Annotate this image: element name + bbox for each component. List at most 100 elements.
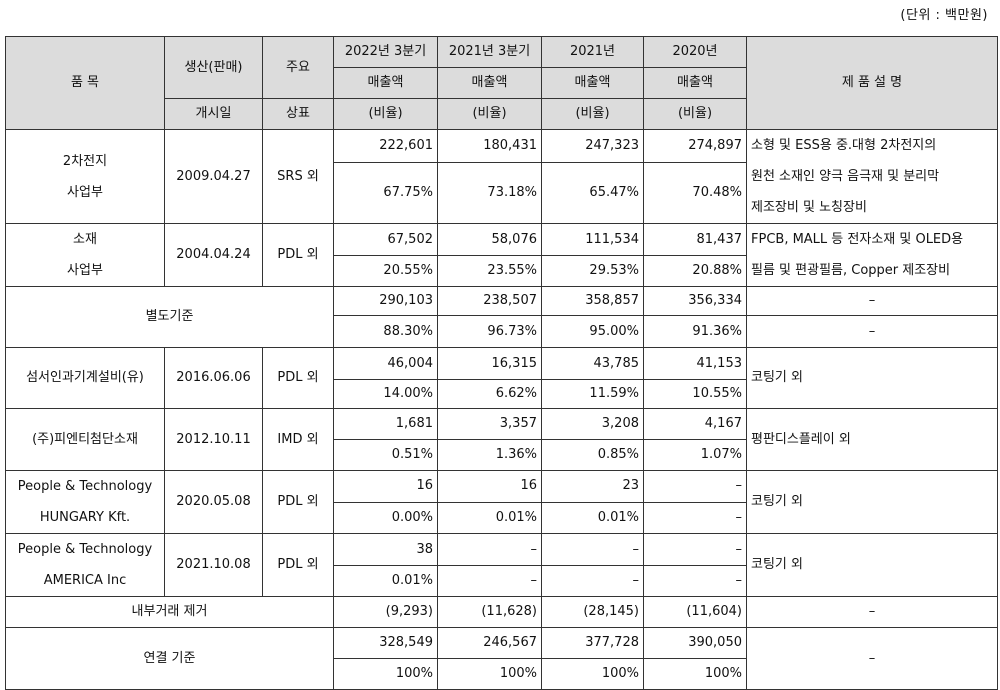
america-desc: 코팅기 외 bbox=[746, 533, 998, 597]
consolidated-ratio-2020: 100% bbox=[643, 658, 747, 690]
separate-name: 별도기준 bbox=[5, 286, 334, 348]
battery-sales-q3-2021: 180,431 bbox=[437, 129, 542, 163]
pnt-material-desc: 평판디스플레이 외 bbox=[746, 408, 998, 471]
table-row: 88.30% 96.73% 95.00% 91.36% – bbox=[6, 315, 998, 348]
header-2020-ratio: (비율) bbox=[643, 98, 747, 130]
seoin-brand: PDL 외 bbox=[262, 347, 334, 409]
america-ratio-q3-2021: – bbox=[437, 565, 542, 597]
table-row: People & Technology HUNGARY Kft. 2020.05… bbox=[5, 470, 998, 534]
seoin-ratio-2020: 10.55% bbox=[643, 379, 747, 409]
seoin-sales-q3-2022: 46,004 bbox=[333, 347, 438, 380]
battery-ratio-q3-2021: 73.18% bbox=[437, 162, 542, 224]
consolidated-ratio-2021: 100% bbox=[541, 658, 644, 690]
battery-name-line1: 2차전지 bbox=[62, 153, 108, 169]
pnt-material-ratio-2020: 1.07% bbox=[643, 439, 747, 471]
america-sales-q3-2022: 38 bbox=[333, 533, 438, 566]
internal-sales-2021: (28,145) bbox=[541, 596, 644, 628]
table-row: 67.75% 73.18% 65.47% 70.48% bbox=[6, 162, 998, 224]
table-row: 0.51% 1.36% 0.85% 1.07% bbox=[6, 439, 998, 471]
header-brand-top: 주요 bbox=[262, 36, 334, 99]
america-name-line2: AMERICA Inc bbox=[43, 573, 127, 588]
table-row: 별도기준 290,103 238,507 358,857 356,334 – bbox=[5, 286, 998, 348]
pnt-material-name: (주)피엔티첨단소재 bbox=[5, 408, 165, 471]
header-2021-ratio: (비율) bbox=[541, 98, 644, 130]
hungary-brand: PDL 외 bbox=[262, 470, 334, 534]
header-2020-period: 2020년 bbox=[643, 36, 747, 68]
battery-sales-2021: 247,323 bbox=[541, 129, 644, 163]
material-ratio-2020: 20.88% bbox=[643, 255, 747, 287]
material-brand: PDL 외 bbox=[262, 223, 334, 287]
separate-ratio-q3-2021: 96.73% bbox=[437, 315, 542, 348]
internal-desc: – bbox=[746, 596, 998, 628]
material-date: 2004.04.24 bbox=[164, 223, 263, 287]
header-2020-sales: 매출액 bbox=[643, 67, 747, 99]
america-sales-2021: – bbox=[541, 533, 644, 566]
internal-sales-q3-2021: (11,628) bbox=[437, 596, 542, 628]
hungary-sales-2020: – bbox=[643, 470, 747, 503]
separate-ratio-q3-2022: 88.30% bbox=[333, 315, 438, 348]
table-row: 2차전지 사업부 2009.04.27 SRS 외 222,601 180,43… bbox=[5, 129, 998, 224]
seoin-ratio-q3-2021: 6.62% bbox=[437, 379, 542, 409]
pnt-material-sales-2021: 3,208 bbox=[541, 408, 644, 440]
battery-name-line2: 사업부 bbox=[67, 184, 103, 200]
battery-sales-2020: 274,897 bbox=[643, 129, 747, 163]
seoin-date: 2016.06.06 bbox=[164, 347, 263, 409]
consolidated-sales-2020: 390,050 bbox=[643, 627, 747, 659]
table-row: 0.00% 0.01% 0.01% – bbox=[6, 501, 998, 534]
separate-sales-2020: 356,334 bbox=[643, 286, 747, 316]
hungary-sales-q3-2021: 16 bbox=[437, 470, 542, 503]
hungary-ratio-q3-2021: 0.01% bbox=[437, 501, 542, 534]
battery-ratio-2021: 65.47% bbox=[541, 162, 644, 224]
consolidated-desc: – bbox=[746, 627, 998, 690]
separate-ratio-2020: 91.36% bbox=[643, 315, 747, 348]
hungary-ratio-2021: 0.01% bbox=[541, 501, 644, 534]
header-2021-period: 2021년 bbox=[541, 36, 644, 68]
consolidated-ratio-q3-2021: 100% bbox=[437, 658, 542, 690]
seoin-ratio-2021: 11.59% bbox=[541, 379, 644, 409]
pnt-material-sales-q3-2022: 1,681 bbox=[333, 408, 438, 440]
separate-sales-2021: 358,857 bbox=[541, 286, 644, 316]
pnt-material-date: 2012.10.11 bbox=[164, 408, 263, 471]
consolidated-sales-q3-2022: 328,549 bbox=[333, 627, 438, 659]
hungary-sales-q3-2022: 16 bbox=[333, 470, 438, 503]
table-row: People & Technology AMERICA Inc 2021.10.… bbox=[5, 533, 998, 597]
table-row: 섬서인과기계설비(유) 2016.06.06 PDL 외 46,004 16,3… bbox=[5, 347, 998, 409]
material-name-line1: 소재 bbox=[73, 232, 97, 247]
pnt-material-ratio-2021: 0.85% bbox=[541, 439, 644, 471]
hungary-name-line1: People & Technology bbox=[17, 479, 153, 494]
unit-label: (단위 : 백만원) bbox=[900, 8, 988, 23]
header-q3-2022-ratio: (비율) bbox=[333, 98, 438, 130]
america-ratio-2020: – bbox=[643, 565, 747, 597]
battery-ratio-q3-2022: 67.75% bbox=[333, 162, 438, 224]
pnt-material-brand: IMD 외 bbox=[262, 408, 334, 471]
consolidated-sales-q3-2021: 246,567 bbox=[437, 627, 542, 659]
header-row-2: 매출액 매출액 매출액 매출액 bbox=[6, 67, 998, 99]
hungary-desc: 코팅기 외 bbox=[746, 470, 998, 534]
pnt-material-sales-q3-2021: 3,357 bbox=[437, 408, 542, 440]
hungary-date: 2020.05.08 bbox=[164, 470, 263, 534]
material-desc: FPCB, MALL 등 전자소재 및 OLED용 필름 및 편광필름, Cop… bbox=[746, 223, 998, 287]
header-q3-2022-sales: 매출액 bbox=[333, 67, 438, 99]
header-q3-2021-sales: 매출액 bbox=[437, 67, 542, 99]
battery-sales-q3-2022: 222,601 bbox=[333, 129, 438, 163]
separate-desc-bottom: – bbox=[746, 315, 998, 348]
battery-desc-line3: 제조장비 및 노칭장비 bbox=[751, 200, 867, 215]
battery-desc-line1: 소형 및 ESS용 중.대형 2차전지의 bbox=[751, 138, 937, 153]
america-sales-q3-2021: – bbox=[437, 533, 542, 566]
internal-sales-2020: (11,604) bbox=[643, 596, 747, 628]
header-desc: 제 품 설 명 bbox=[746, 36, 998, 130]
table-row: 20.55% 23.55% 29.53% 20.88% bbox=[6, 255, 998, 287]
battery-desc: 소형 및 ESS용 중.대형 2차전지의 원천 소재인 양극 음극재 및 분리막… bbox=[746, 129, 998, 224]
table-row: 내부거래 제거 (9,293) (11,628) (28,145) (11,60… bbox=[5, 596, 998, 628]
america-ratio-2021: – bbox=[541, 565, 644, 597]
seoin-sales-q3-2021: 16,315 bbox=[437, 347, 542, 380]
table-row: 0.01% – – – bbox=[6, 565, 998, 597]
america-brand: PDL 외 bbox=[262, 533, 334, 597]
seoin-desc: 코팅기 외 bbox=[746, 347, 998, 409]
battery-desc-line2: 원천 소재인 양극 음극재 및 분리막 bbox=[751, 169, 940, 184]
pnt-material-ratio-q3-2021: 1.36% bbox=[437, 439, 542, 471]
battery-ratio-2020: 70.48% bbox=[643, 162, 747, 224]
internal-sales-q3-2022: (9,293) bbox=[333, 596, 438, 628]
america-name: People & Technology AMERICA Inc bbox=[5, 533, 165, 597]
material-sales-q3-2022: 67,502 bbox=[333, 223, 438, 256]
